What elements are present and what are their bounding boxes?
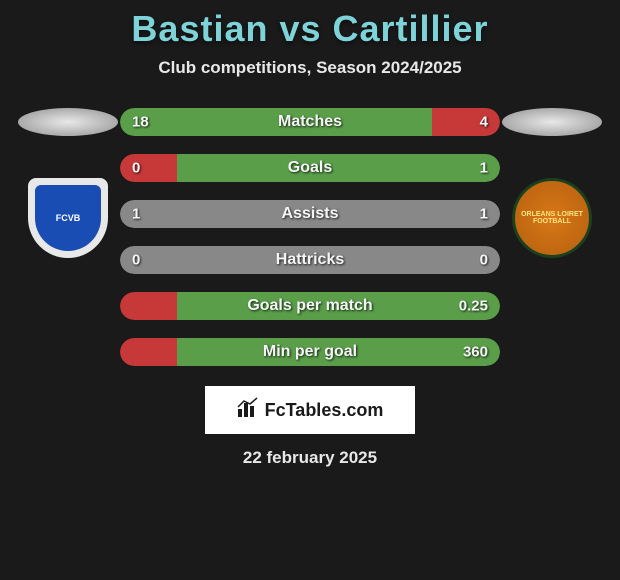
stat-value-right: 1 bbox=[480, 160, 488, 177]
stat-value-right: 360 bbox=[463, 344, 488, 361]
comparison-title: Bastian vs Cartillier bbox=[0, 0, 620, 50]
stat-value-left: 0 bbox=[132, 252, 140, 269]
content-area: FCVB ORLEANS LOIRET FOOTBALL Matches 18 4 G… bbox=[0, 108, 620, 468]
stats-bars-container: Matches184Goals01Assists11Hattricks00Goa… bbox=[120, 108, 500, 366]
bar-fill-left bbox=[120, 338, 177, 366]
stat-row: Goals 0 1 bbox=[120, 154, 500, 182]
bar-fill-left bbox=[120, 292, 177, 320]
logo-box: FcTables.com bbox=[205, 386, 415, 434]
stat-row: Goals per match 0.25 bbox=[120, 292, 500, 320]
bar-fill-right bbox=[432, 108, 500, 136]
stat-row: Min per goal 360 bbox=[120, 338, 500, 366]
ellipse-decoration-left bbox=[18, 108, 118, 136]
bar-fill-left bbox=[120, 154, 177, 182]
stat-row: Matches 18 4 bbox=[120, 108, 500, 136]
circle-right: ORLEANS LOIRET FOOTBALL bbox=[512, 178, 592, 258]
stat-row: Hattricks 0 0 bbox=[120, 246, 500, 274]
team-badge-left: FCVB bbox=[28, 178, 108, 258]
chart-icon bbox=[237, 397, 259, 423]
stat-label: Hattricks bbox=[276, 251, 344, 269]
shield-inner-left: FCVB bbox=[35, 185, 101, 251]
stat-value-right: 1 bbox=[480, 206, 488, 223]
stat-label: Goals per match bbox=[247, 297, 372, 315]
stat-value-right: 0.25 bbox=[459, 298, 488, 315]
bar-fill-right bbox=[177, 154, 500, 182]
date-label: 22 february 2025 bbox=[0, 448, 620, 468]
stat-value-right: 0 bbox=[480, 252, 488, 269]
stat-label: Min per goal bbox=[263, 343, 357, 361]
bar-fill-left bbox=[120, 108, 432, 136]
stat-value-left: 1 bbox=[132, 206, 140, 223]
stat-value-right: 4 bbox=[480, 114, 488, 131]
stat-label: Matches bbox=[278, 113, 342, 131]
stat-label: Goals bbox=[288, 159, 332, 177]
stat-row: Assists 1 1 bbox=[120, 200, 500, 228]
stat-label: Assists bbox=[282, 205, 339, 223]
stat-value-left: 18 bbox=[132, 114, 149, 131]
season-subtitle: Club competitions, Season 2024/2025 bbox=[0, 58, 620, 78]
logo-text: FcTables.com bbox=[265, 400, 384, 421]
team-badge-right: ORLEANS LOIRET FOOTBALL bbox=[512, 178, 592, 258]
ellipse-decoration-right bbox=[502, 108, 602, 136]
shield-left: FCVB bbox=[28, 178, 108, 258]
stat-value-left: 0 bbox=[132, 160, 140, 177]
